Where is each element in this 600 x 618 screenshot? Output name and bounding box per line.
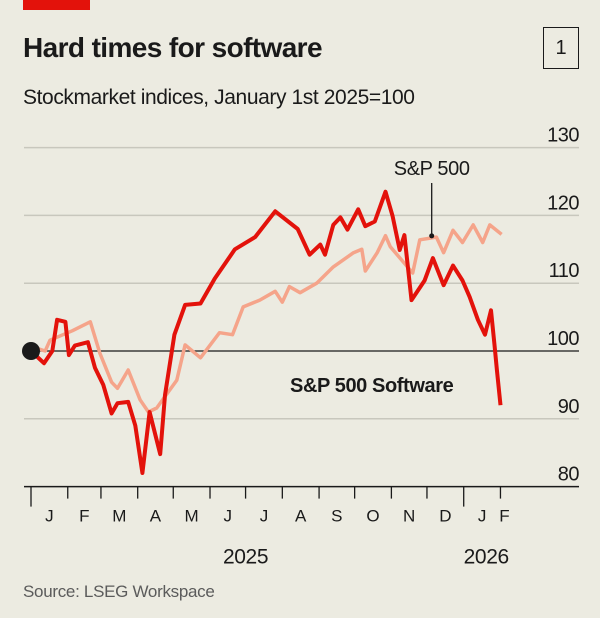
sp500-line	[29, 223, 503, 414]
month-label: A	[150, 507, 162, 526]
year-label: 2025	[223, 546, 268, 569]
month-label: N	[403, 507, 415, 526]
y-tick-label: 110	[549, 260, 580, 282]
y-axis-labels: 80 90 100 110 120 130	[547, 125, 580, 486]
brand-bar	[23, 0, 90, 10]
software-label: S&P 500 Software	[290, 375, 454, 397]
source-note: Source: LSEG Workspace	[23, 582, 215, 601]
month-label: F	[499, 507, 509, 526]
year-label: 2026	[464, 546, 509, 569]
month-label: A	[295, 507, 307, 526]
sp500-annotation-dot	[429, 233, 435, 239]
month-label: M	[185, 507, 199, 526]
chart-number-badge: 1	[543, 27, 579, 69]
chart-title: Hard times for software	[23, 32, 323, 63]
month-label: J	[260, 507, 269, 526]
gridlines	[24, 146, 579, 420]
month-label: O	[366, 507, 379, 526]
y-tick-label: 130	[547, 125, 579, 147]
month-label: J	[45, 507, 54, 526]
chart-subtitle: Stockmarket indices, January 1st 2025=10…	[23, 86, 415, 109]
y-tick-label: 120	[547, 192, 579, 214]
software-line	[29, 189, 503, 475]
y-tick-label: 80	[558, 464, 580, 486]
series-lines	[29, 189, 503, 475]
y-tick-label: 90	[558, 396, 580, 418]
sp500-label: S&P 500	[394, 158, 470, 180]
month-label: S	[331, 507, 342, 526]
month-label: M	[112, 507, 126, 526]
start-point-marker	[22, 342, 40, 360]
month-label: F	[79, 507, 89, 526]
month-label: J	[224, 507, 233, 526]
month-label: J	[478, 507, 487, 526]
month-label: D	[439, 507, 451, 526]
y-tick-label: 100	[547, 328, 579, 350]
